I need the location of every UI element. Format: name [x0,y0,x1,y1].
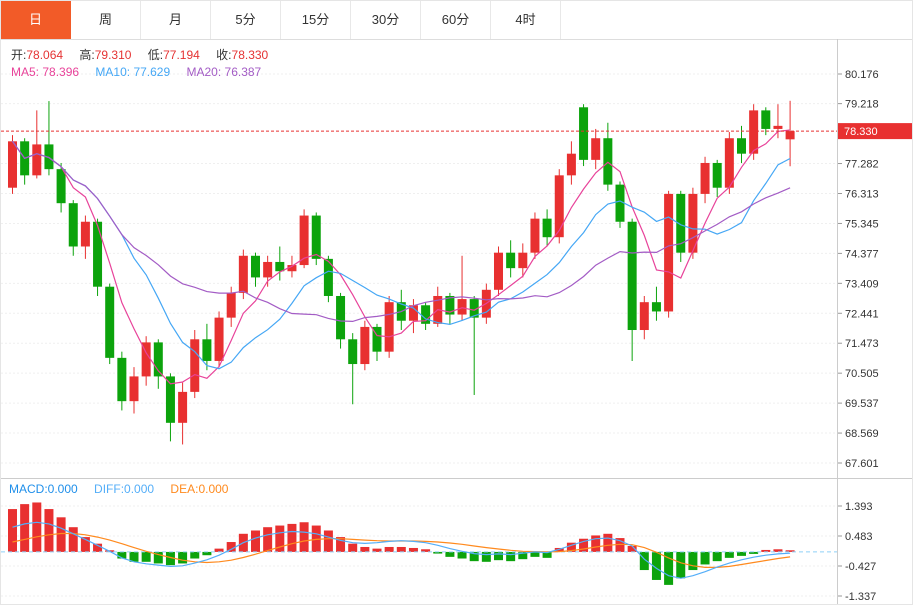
tab-5min[interactable]: 5分 [211,1,281,39]
tabbar-filler [561,1,912,39]
tab-30min[interactable]: 30分 [351,1,421,39]
timeframe-tabbar: 日 周 月 5分 15分 30分 60分 4时 [1,1,912,40]
price-chart-canvas[interactable]: 80.176 79.218 77.282 76.313 75.345 74.377 73.4… [1,39,913,473]
svg-text:75.345: 75.345 [845,218,879,230]
tab-daily[interactable]: 日 [1,1,71,39]
macd-value: 0.000 [47,482,78,496]
diff-label: DIFF: [94,482,125,496]
svg-text:1.393: 1.393 [845,501,873,513]
ohlc-legend: 开:78.064 高:79.310 低:77.194 收:78.330 [11,46,281,63]
high-value: 79.310 [94,48,132,62]
diff-value: 0.000 [124,482,155,496]
tab-15min[interactable]: 15分 [281,1,351,39]
svg-text:-1.337: -1.337 [845,591,876,603]
dea-value: 0.000 [198,482,229,496]
close-label: 收: [216,48,232,62]
axis-separator [837,39,838,604]
ma5-label: MA5: [11,65,40,79]
macd-chart-canvas[interactable]: 1.393 0.483 -0.427 -1.337 [1,479,913,605]
svg-text:-0.427: -0.427 [845,561,876,573]
low-label: 低: [147,48,164,62]
svg-text:72.441: 72.441 [845,308,879,320]
ma10-label: MA10: [95,65,131,79]
svg-text:80.176: 80.176 [845,69,879,81]
tab-60min[interactable]: 60分 [421,1,491,39]
svg-text:76.313: 76.313 [845,188,879,200]
ma-legend: MA5: 78.396 MA10: 77.629 MA20: 76.387 [11,65,274,79]
low-value: 77.194 [163,48,200,62]
tab-weekly[interactable]: 周 [71,1,141,39]
svg-text:78.330: 78.330 [844,126,878,138]
ma5-value: 78.396 [42,65,80,79]
macd-legend: MACD:0.000 DIFF:0.000 DEA:0.000 [9,482,241,496]
macd-label: MACD: [9,482,48,496]
svg-text:73.409: 73.409 [845,278,879,290]
svg-text:77.282: 77.282 [845,159,879,171]
dea-label: DEA: [170,482,199,496]
ma20-label: MA20: [186,65,222,79]
svg-text:79.218: 79.218 [845,99,879,111]
open-label: 开: [11,48,27,62]
svg-text:71.473: 71.473 [845,338,879,350]
panel-divider [1,478,912,479]
svg-text:67.601: 67.601 [845,458,879,470]
svg-text:68.569: 68.569 [845,428,879,440]
close-value: 78.330 [231,48,269,62]
open-value: 78.064 [26,48,64,62]
svg-text:69.537: 69.537 [845,398,879,410]
tab-monthly[interactable]: 月 [141,1,211,39]
ma20-value: 76.387 [224,65,262,79]
svg-text:74.377: 74.377 [845,248,879,260]
ma10-value: 77.629 [133,65,171,79]
tab-4hour[interactable]: 4时 [491,1,561,39]
high-label: 高: [79,48,95,62]
svg-text:0.483: 0.483 [845,531,873,543]
svg-text:70.505: 70.505 [845,368,879,380]
